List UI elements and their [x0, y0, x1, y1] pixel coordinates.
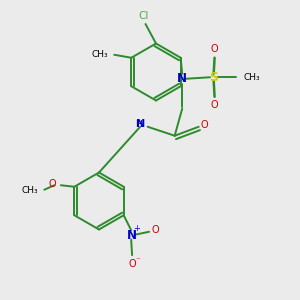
Text: CH₃: CH₃ — [22, 186, 38, 195]
Text: ⁻: ⁻ — [135, 256, 140, 265]
Text: H: H — [135, 120, 142, 129]
Text: +: + — [133, 224, 140, 233]
Text: Cl: Cl — [139, 11, 149, 21]
Text: O: O — [49, 179, 56, 189]
Text: CH₃: CH₃ — [244, 73, 260, 82]
Text: O: O — [211, 100, 218, 110]
Text: O: O — [152, 225, 159, 235]
Text: O: O — [201, 120, 208, 130]
Text: O: O — [128, 259, 136, 269]
Text: O: O — [211, 44, 218, 54]
Text: CH₃: CH₃ — [92, 50, 108, 59]
Text: S: S — [209, 71, 218, 84]
Text: N: N — [177, 72, 187, 85]
Text: N: N — [127, 229, 137, 242]
Text: N: N — [136, 119, 146, 129]
